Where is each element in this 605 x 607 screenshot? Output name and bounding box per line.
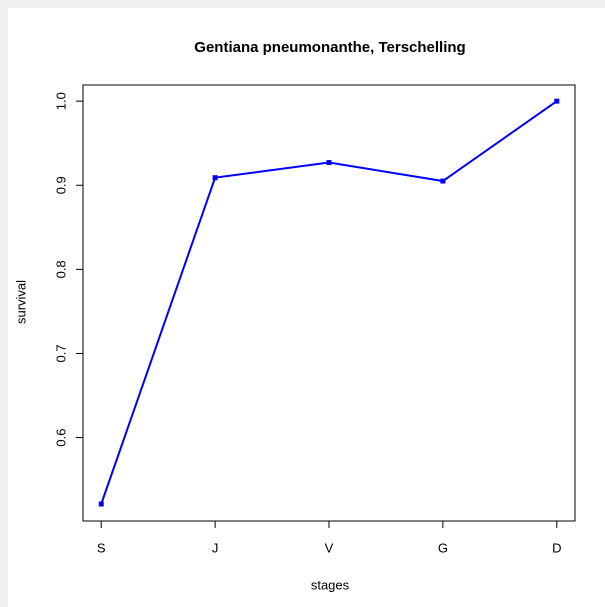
x-tick-label: D [552,540,561,555]
point [212,175,218,181]
x-tick-label: J [212,540,219,555]
point [554,98,560,104]
y-tick-label: 0.7 [53,344,68,362]
y-tick-label: 0.9 [53,176,68,194]
y-axis-label: survival [13,280,28,324]
panel [8,8,605,607]
y-tick-label: 0.6 [53,429,68,447]
point [326,160,332,166]
y-tick-label: 1.0 [53,92,68,110]
x-axis-label: stages [311,577,350,592]
chart-title: Gentiana pneumonanthe, Terschelling [194,39,465,56]
point [98,501,104,507]
x-tick-label: S [97,540,106,555]
point [440,178,446,184]
y-tick-label: 0.8 [53,260,68,278]
x-tick-label: V [325,540,334,555]
x-tick-label: G [438,540,448,555]
